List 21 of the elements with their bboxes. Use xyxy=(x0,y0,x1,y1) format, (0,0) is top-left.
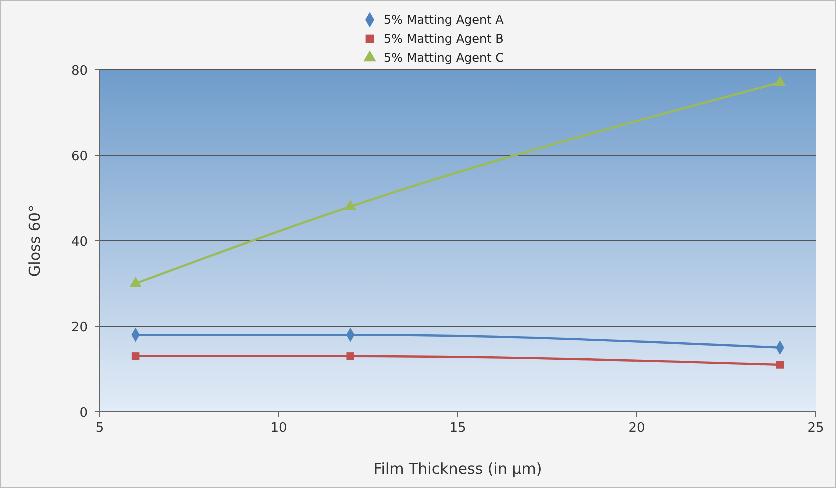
point xyxy=(776,361,784,369)
x-tick-label: 5 xyxy=(96,421,104,436)
point xyxy=(130,276,142,288)
y-tick-label: 60 xyxy=(71,150,88,164)
legend-label: 5% Matting Agent B xyxy=(384,32,504,46)
y-tick-label: 0 xyxy=(80,406,88,421)
legend-label: 5% Matting Agent A xyxy=(384,13,505,27)
y-tick-label: 20 xyxy=(71,320,88,336)
x-tick-label: 20 xyxy=(628,421,646,436)
point xyxy=(344,200,356,210)
y-tick-label: 40 xyxy=(71,235,88,250)
point xyxy=(132,352,140,360)
x-axis-title: Film Thickness (in µm) xyxy=(374,460,542,478)
point xyxy=(774,76,786,86)
y-axis-title: Gloss 60° xyxy=(26,205,44,277)
y-tick-label: 80 xyxy=(71,64,88,79)
point xyxy=(346,352,354,360)
x-tick-label: 25 xyxy=(808,421,824,436)
legend-label: 5% Matting Agent C xyxy=(384,51,504,65)
x-tick-label: 15 xyxy=(450,421,466,436)
x-tick-label: 10 xyxy=(270,421,288,436)
